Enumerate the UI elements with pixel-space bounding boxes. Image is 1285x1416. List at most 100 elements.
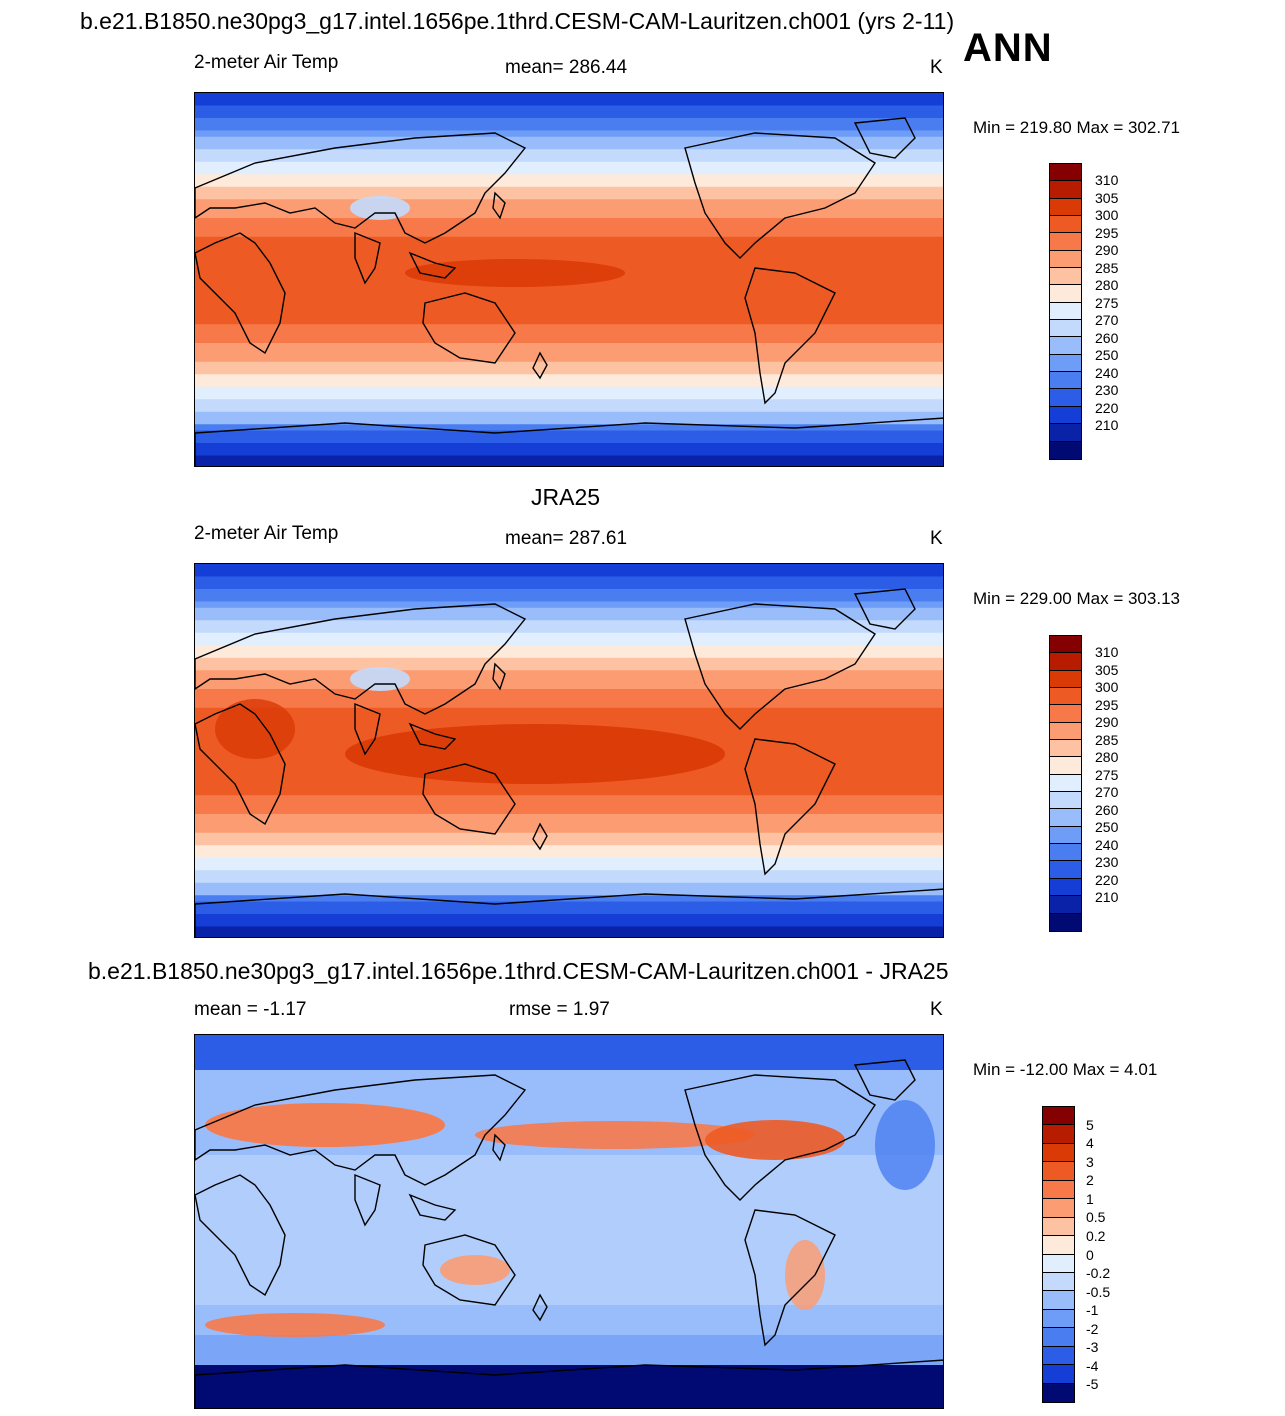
colorbar-swatch [1050,302,1081,321]
colorbar-swatch [1043,1162,1074,1181]
colorbar-swatch [1050,198,1081,217]
colorbar-tick-label: 300 [1095,679,1119,696]
colorbar-swatch [1043,1272,1074,1292]
panel2-colorbar [1049,635,1082,932]
colorbar-tick-label: 0 [1086,1246,1094,1263]
panel3-minmax: Min = -12.00 Max = 4.01 [973,1060,1158,1079]
colorbar-tick-label: 210 [1095,889,1119,906]
panel3-title: b.e21.B1850.ne30pg3_g17.intel.1656pe.1th… [88,958,949,984]
colorbar-tick-label: 240 [1095,364,1119,381]
colorbar-swatch [1050,896,1081,914]
figure-title: b.e21.B1850.ne30pg3_g17.intel.1656pe.1th… [80,8,955,34]
colorbar-tick-label: 290 [1095,242,1119,259]
panel1-colorbar [1049,163,1082,460]
colorbar-tick-label: 2 [1086,1172,1094,1189]
colorbar-swatch [1043,1383,1074,1402]
panel3-colorbar [1042,1106,1075,1403]
colorbar-tick-label: 0.5 [1086,1209,1106,1226]
colorbar-tick-label: 210 [1095,417,1119,434]
colorbar-swatch [1050,844,1081,862]
colorbar-tick-label: 310 [1095,172,1119,189]
colorbar-swatch [1050,774,1081,793]
colorbar-tick-label: 5 [1086,1116,1094,1133]
colorbar-swatch [1043,1254,1074,1273]
colorbar-swatch [1043,1236,1074,1255]
colorbar-tick-label: -5 [1086,1376,1099,1393]
panel3-map [194,1034,944,1409]
colorbar-tick-label: -4 [1086,1357,1099,1374]
colorbar-tick-label: 280 [1095,749,1119,766]
colorbar-swatch [1050,670,1081,689]
colorbar-tick-label: 250 [1095,819,1119,836]
colorbar-swatch [1043,1328,1074,1347]
panel2-colorbar-labels: 310 305 300 295 290 285 280 275 270 260 250 240 230 2… [1095,635,1155,932]
panel1-field-svg [195,93,943,466]
colorbar-swatch [1050,233,1081,251]
panel3-rmse-label: rmse = 1.97 [509,999,610,1020]
colorbar-tick-label: 260 [1095,329,1119,346]
colorbar-tick-label: 4 [1086,1135,1094,1152]
colorbar-tick-label: 230 [1095,382,1119,399]
colorbar-swatch [1050,636,1081,654]
colorbar-tick-label: 295 [1095,224,1119,241]
colorbar-tick-label: 240 [1095,836,1119,853]
colorbar-tick-label: -1 [1086,1302,1099,1319]
colorbar-swatch [1043,1365,1074,1384]
colorbar-swatch [1050,372,1081,390]
colorbar-swatch [1050,792,1081,810]
colorbar-swatch [1043,1107,1074,1126]
colorbar-swatch [1050,878,1081,897]
colorbar-swatch [1050,688,1081,706]
panel3-units-label: K [930,999,943,1020]
colorbar-tick-label: 300 [1095,207,1119,224]
colorbar-swatch [1050,653,1081,671]
colorbar-tick-label: 285 [1095,731,1119,748]
panel2-mean-label: mean= 287.61 [505,528,628,549]
colorbar-swatch [1050,826,1081,845]
colorbar-tick-label: 275 [1095,766,1119,783]
panel3-colorbar-labels: 5 4 3 2 1 0.5 0.2 0 -0.2 -0.5 -1 -2 -3 -4 -5 [1086,1106,1146,1403]
colorbar-swatch [1043,1143,1074,1163]
colorbar-swatch [1050,722,1081,741]
colorbar-swatch [1043,1309,1074,1329]
colorbar-tick-label: -2 [1086,1320,1099,1337]
colorbar-tick-label: 230 [1095,854,1119,871]
colorbar-tick-label: 280 [1095,277,1119,294]
panel3-field-svg [195,1035,943,1408]
colorbar-swatch [1043,1291,1074,1310]
panel2-minmax: Min = 229.00 Max = 303.13 [973,589,1180,608]
panel1-minmax: Min = 219.80 Max = 302.71 [973,118,1180,137]
panel2-field-svg [195,564,943,937]
colorbar-swatch [1050,337,1081,355]
colorbar-swatch [1043,1217,1074,1237]
colorbar-swatch [1050,285,1081,303]
colorbar-swatch [1043,1125,1074,1144]
colorbar-swatch [1050,705,1081,723]
colorbar-tick-label: 260 [1095,801,1119,818]
colorbar-swatch [1050,913,1081,931]
panel3-mean-label: mean = -1.17 [194,999,307,1020]
colorbar-tick-label: 305 [1095,661,1119,678]
panel2-title: JRA25 [531,484,601,510]
panel1-units-label: K [930,57,943,78]
colorbar-swatch [1050,216,1081,234]
colorbar-swatch [1050,406,1081,425]
colorbar-tick-label: 3 [1086,1153,1094,1170]
colorbar-tick-label: -0.2 [1086,1265,1111,1282]
colorbar-tick-label: 305 [1095,189,1119,206]
colorbar-tick-label: 295 [1095,696,1119,713]
colorbar-swatch [1050,354,1081,373]
colorbar-tick-label: -0.5 [1086,1283,1111,1300]
colorbar-swatch [1050,809,1081,827]
colorbar-tick-label: 220 [1095,871,1119,888]
panel2-units-label: K [930,528,943,549]
colorbar-swatch [1043,1199,1074,1218]
colorbar-swatch [1050,268,1081,286]
colorbar-tick-label: 310 [1095,644,1119,661]
colorbar-swatch [1050,250,1081,269]
panel2-map [194,563,944,938]
colorbar-swatch [1050,740,1081,758]
panel1-variable-label: 2-meter Air Temp [194,52,339,73]
colorbar-swatch [1050,441,1081,459]
panel1-mean-label: mean= 286.44 [505,57,628,78]
